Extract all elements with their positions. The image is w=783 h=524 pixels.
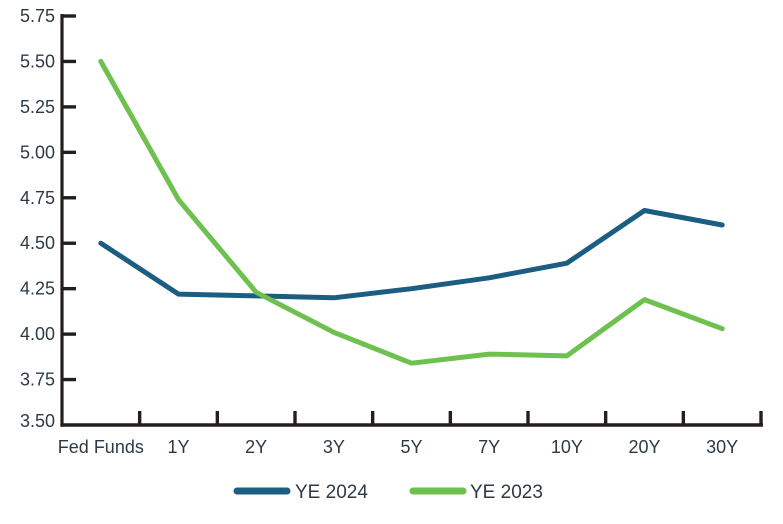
x-axis-category-label: 3Y bbox=[323, 437, 345, 457]
x-axis-category-label: 10Y bbox=[551, 437, 583, 457]
x-axis-category-label: 2Y bbox=[245, 437, 267, 457]
y-axis-tick-label: 3.50 bbox=[20, 411, 55, 431]
series-line-ye-2023 bbox=[98, 58, 725, 366]
x-axis-category-label: Fed Funds bbox=[58, 437, 144, 457]
y-axis-tick-label: 5.50 bbox=[20, 51, 55, 71]
x-axis-category-label: 1Y bbox=[167, 437, 189, 457]
x-axis-category-label: 7Y bbox=[478, 437, 500, 457]
y-axis-tick-label: 5.00 bbox=[20, 142, 55, 162]
y-axis-tick-label: 4.00 bbox=[20, 324, 55, 344]
series-line-ye-2024 bbox=[98, 208, 725, 301]
y-axis-tick-label: 4.25 bbox=[20, 279, 55, 299]
y-axis-tick-label: 4.75 bbox=[20, 188, 55, 208]
x-axis-category-label: 20Y bbox=[628, 437, 660, 457]
y-axis-tick-label: 5.75 bbox=[20, 6, 55, 26]
x-axis-category-label: 30Y bbox=[706, 437, 738, 457]
legend-label: YE 2024 bbox=[295, 482, 368, 503]
x-axis-category-label: 5Y bbox=[400, 437, 422, 457]
y-axis-tick-label: 4.50 bbox=[20, 233, 55, 253]
legend-label: YE 2023 bbox=[470, 482, 543, 503]
y-axis-tick-label: 5.25 bbox=[20, 97, 55, 117]
y-axis-tick-label: 3.75 bbox=[20, 370, 55, 390]
